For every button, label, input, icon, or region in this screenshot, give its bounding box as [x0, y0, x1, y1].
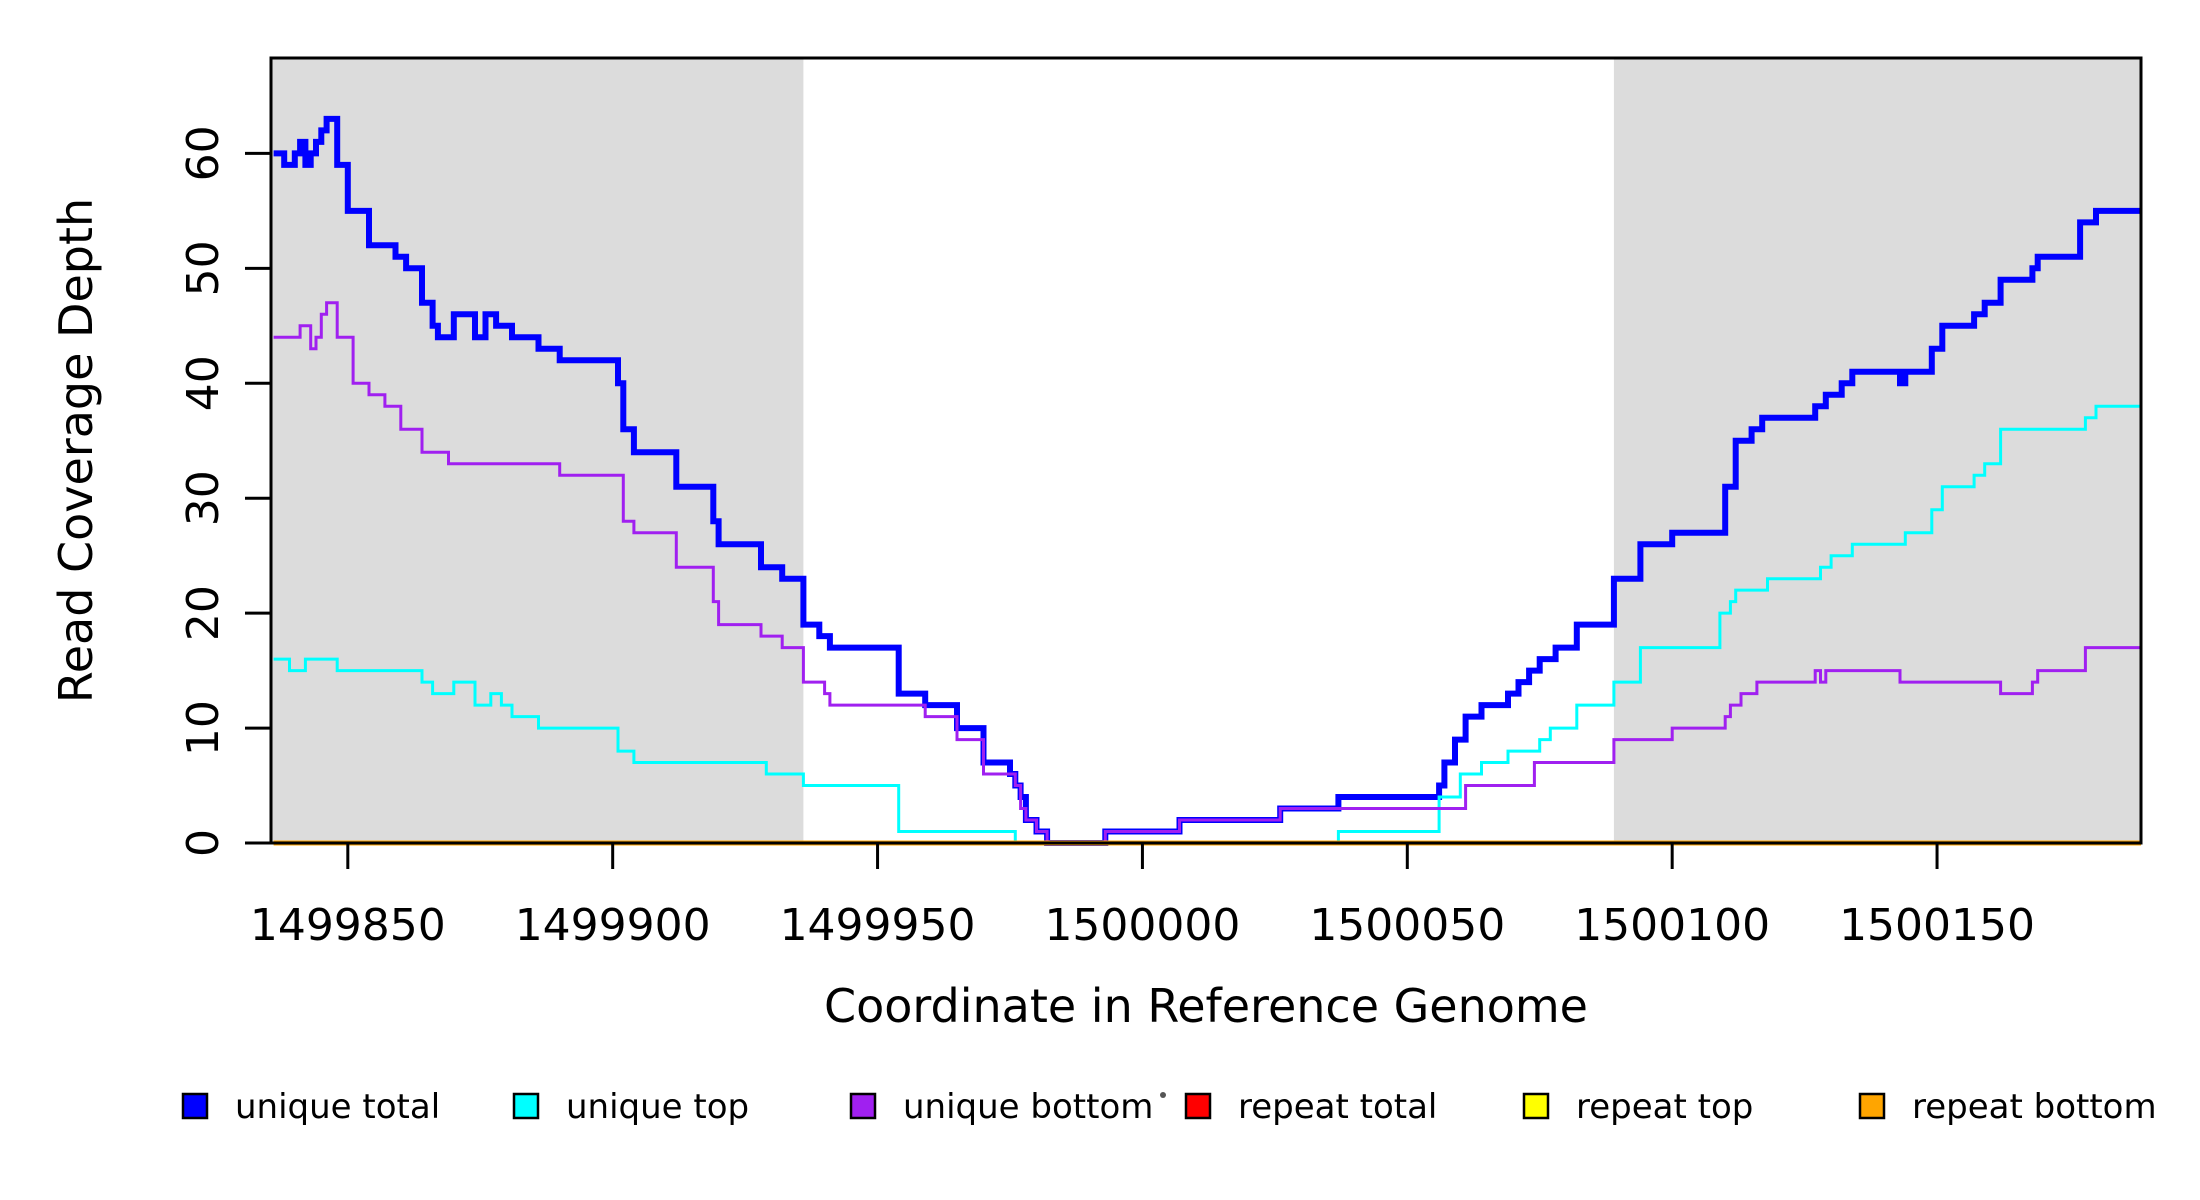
legend-item-unique-total: unique total: [181, 1087, 440, 1127]
legend-item-repeat-bottom: repeat bottom: [1858, 1087, 2157, 1127]
legend-swatch-repeat-bottom: [1858, 1092, 1886, 1120]
legend-swatch-unique-bottom: [849, 1092, 877, 1120]
y-axis-title: Read Coverage Depth: [49, 198, 103, 703]
y-tick-label: 40: [178, 355, 229, 411]
x-tick-label: 1499900: [515, 900, 711, 951]
series-unique-bottom: [273, 301, 2141, 845]
legend-item-repeat-top: repeat top: [1522, 1087, 1753, 1127]
legend-swatch-unique-total: [181, 1092, 209, 1120]
x-tick-label: 1500000: [1044, 900, 1240, 951]
legend-label-unique-bottom: unique bottom: [903, 1087, 1153, 1127]
x-axis-title: Coordinate in Reference Genome: [824, 979, 1588, 1033]
legend-label-repeat-top: repeat top: [1576, 1087, 1753, 1127]
legend-swatch-repeat-top: [1522, 1092, 1550, 1120]
legend-label-unique-top: unique top: [566, 1087, 749, 1127]
legend-item-repeat-total: repeat total: [1184, 1087, 1437, 1127]
y-tick-label: 10: [178, 700, 229, 756]
stray-dot: [1160, 1092, 1166, 1098]
y-tick-label: 0: [178, 829, 229, 857]
y-tick-label: 20: [178, 585, 229, 641]
legend-swatch-unique-top: [512, 1092, 540, 1120]
legend-item-unique-bottom: unique bottom: [849, 1087, 1153, 1127]
y-tick-label: 30: [178, 470, 229, 526]
left-unique-block-shaded-band: [271, 58, 804, 843]
x-tick-label: 1499950: [780, 900, 976, 951]
series-unique-top: [273, 404, 2141, 845]
x-tick-label: 1499850: [250, 900, 446, 951]
legend-label-repeat-total: repeat total: [1238, 1087, 1437, 1127]
legend-label-repeat-bottom: repeat bottom: [1912, 1087, 2157, 1127]
plot-frame: [269, 56, 2143, 845]
legend-item-unique-top: unique top: [512, 1087, 749, 1127]
right-unique-block-shaded-band: [1613, 58, 2141, 843]
y-tick-label: 50: [178, 240, 229, 296]
y-tick-label: 60: [178, 125, 229, 181]
x-tick-label: 1500050: [1309, 900, 1505, 951]
x-tick-label: 1500100: [1574, 900, 1770, 951]
legend-swatch-repeat-total: [1184, 1092, 1212, 1120]
x-tick-label: 1500150: [1839, 900, 2035, 951]
legend-label-unique-total: unique total: [235, 1087, 440, 1127]
